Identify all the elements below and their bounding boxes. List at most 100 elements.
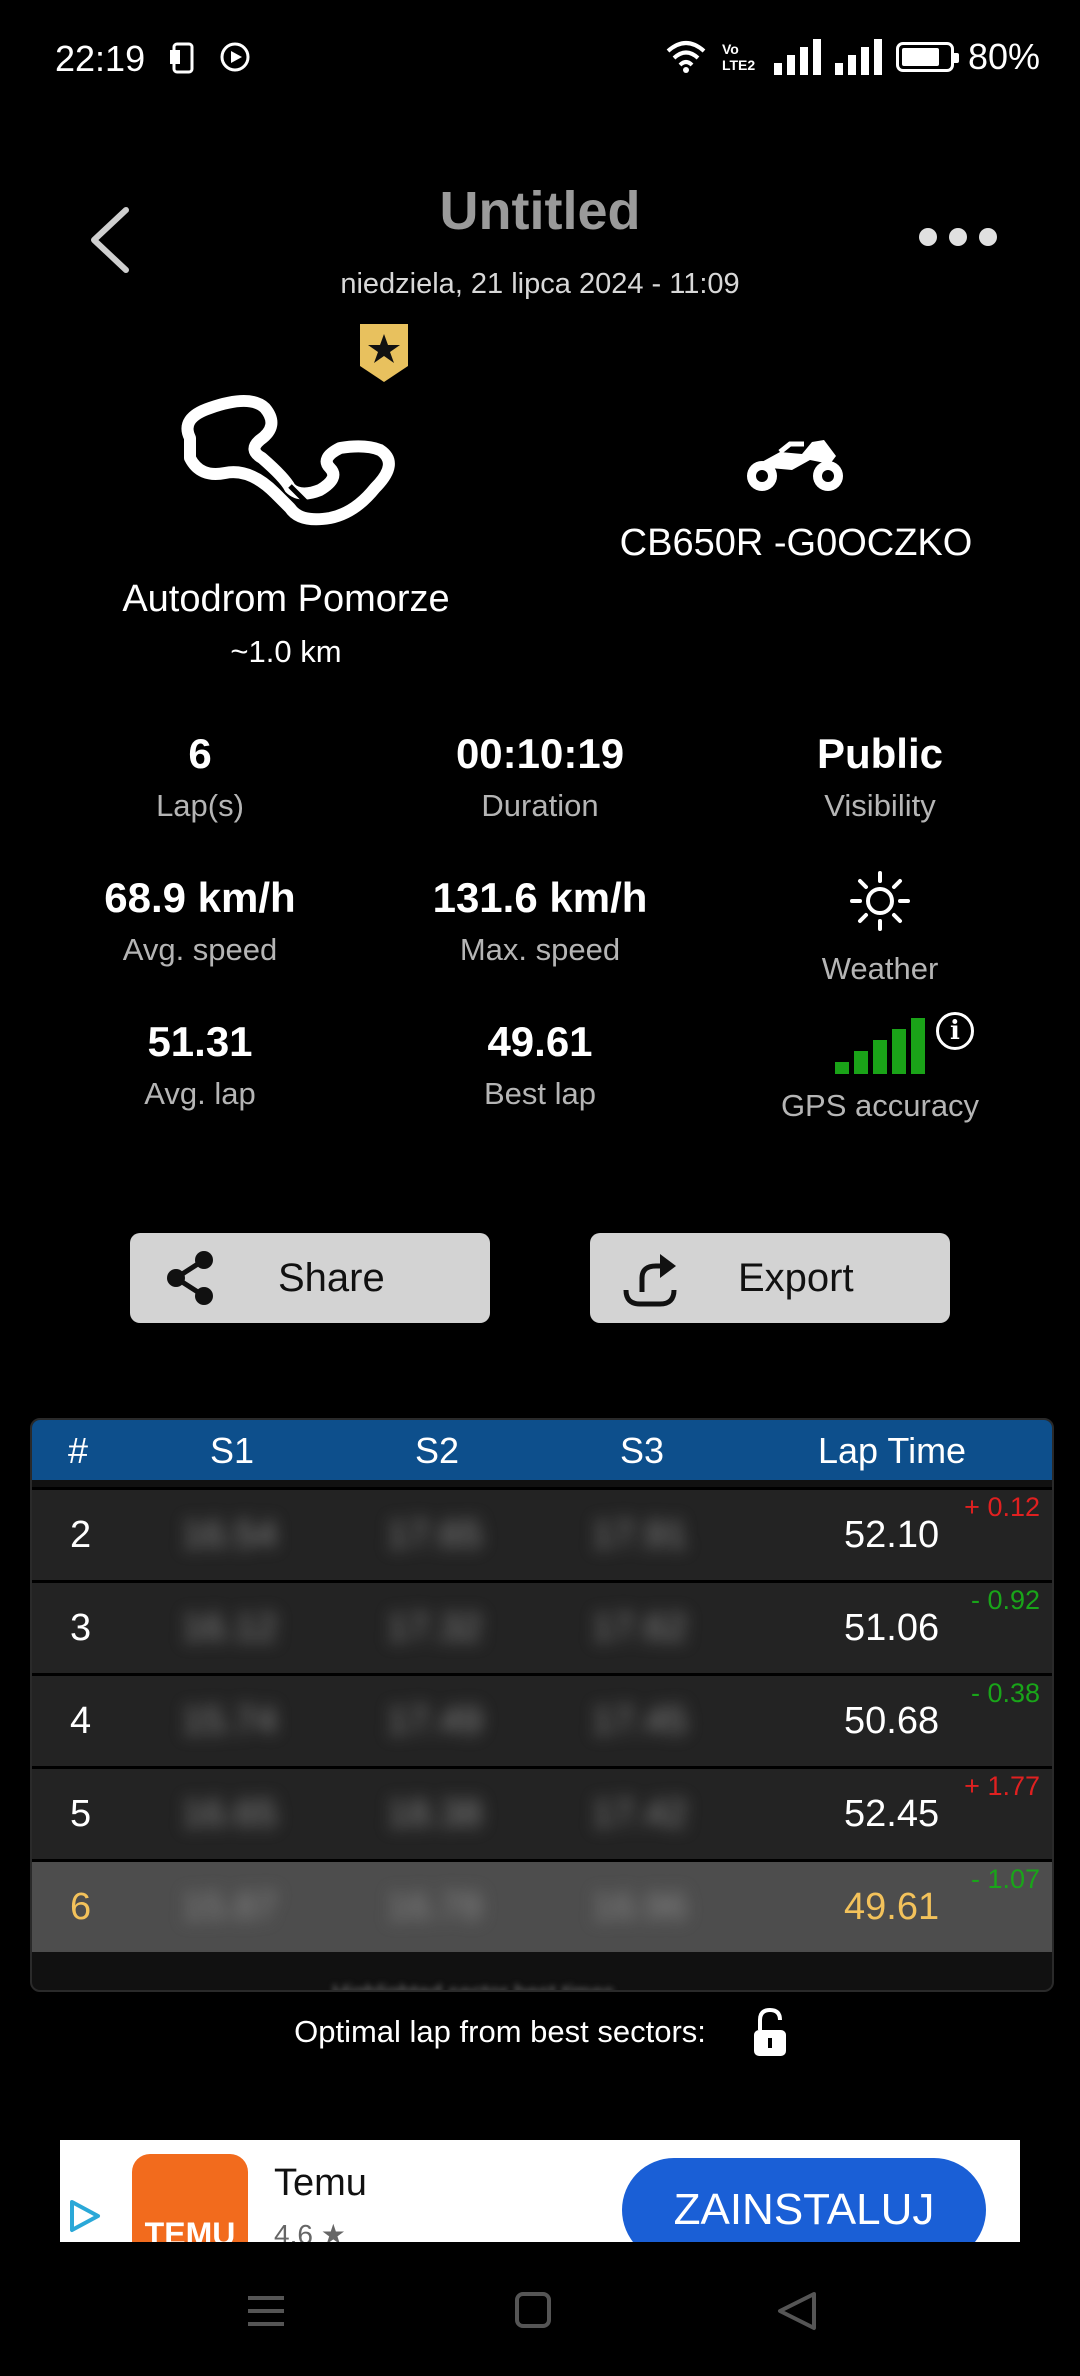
lap-number: 3	[70, 1607, 92, 1649]
home-nav-icon[interactable]	[515, 2292, 551, 2328]
menu-nav-icon[interactable]	[248, 2296, 284, 2326]
temu-logo: TEMU	[132, 2154, 248, 2242]
status-right: Vo LTE2 80%	[664, 36, 1040, 78]
motorcycle-icon	[747, 440, 843, 491]
phone-notification-icon	[170, 42, 194, 74]
back-nav-icon[interactable]	[778, 2292, 816, 2330]
max-speed-value: 131.6 km/h	[432, 874, 648, 921]
best-lap-value: 49.61	[487, 1018, 593, 1065]
header-lap: #	[68, 1430, 89, 1471]
table-row[interactable]: 2 16.54 17.65 17.91 52.10 + 0.12	[32, 1487, 1052, 1580]
sector-3: 17.42	[592, 1793, 688, 1835]
stat-visibility[interactable]: Public Visibility	[710, 730, 1050, 824]
gps-bar	[854, 1051, 868, 1074]
lap-delta: - 1.07	[970, 1864, 1040, 1894]
ad-choices-icon[interactable]	[64, 2196, 104, 2236]
visibility-value[interactable]: Public	[816, 730, 944, 777]
sector-2: 18.38	[387, 1793, 483, 1835]
stat-weather[interactable]: Weather	[710, 870, 1050, 987]
bike-name: CB650R -G0OCZKO	[619, 522, 973, 564]
avg-speed-value: 68.9 km/h	[104, 874, 296, 921]
more-options-icon[interactable]	[916, 225, 1000, 249]
sector-1: 16.12	[182, 1607, 278, 1649]
stat-duration: 00:10:19 Duration	[370, 730, 710, 824]
table-row[interactable]: 3 16.12 17.32 17.62 51.06 - 0.92	[32, 1580, 1052, 1673]
record-icon	[220, 42, 250, 72]
table-row-best[interactable]: 6 15.87 16.78 16.96 49.61 - 1.07	[32, 1859, 1052, 1952]
status-left-icons	[166, 40, 252, 76]
export-button[interactable]: Export	[590, 1233, 950, 1323]
unlock-icon[interactable]	[752, 2008, 788, 2058]
sector-3: 17.45	[592, 1700, 688, 1742]
navigation-bar	[248, 2292, 816, 2330]
sector-3: 17.62	[592, 1607, 688, 1649]
track-length: ~1.0 km	[230, 634, 342, 669]
sector-2: 17.32	[387, 1607, 483, 1649]
header-s3: S3	[620, 1430, 665, 1471]
table-row[interactable]: 5 16.65 18.38 17.42 52.45 + 1.77	[32, 1766, 1052, 1859]
lap-time: 49.61	[844, 1886, 940, 1928]
signal-1-icon	[773, 39, 821, 75]
stat-best-lap: 49.61 Best lap	[370, 1018, 710, 1112]
install-button[interactable]: ZAINSTALUJ	[622, 2158, 986, 2242]
track-name: Autodrom Pomorze	[122, 578, 450, 620]
sector-1: 15.74	[182, 1700, 278, 1742]
table-row[interactable]: 4 15.74 17.49 17.45 50.68 - 0.38	[32, 1673, 1052, 1766]
ad-rating: 4.6 ★	[274, 2219, 346, 2242]
best-lap-label: Best lap	[483, 1076, 596, 1111]
lap-table[interactable]: # S1 S2 S3 Lap Time 2 16.54 17.65 17.91 …	[30, 1418, 1054, 1992]
sun-icon[interactable]	[849, 870, 911, 932]
info-icon[interactable]: i	[936, 1012, 974, 1050]
duration-value: 00:10:19	[455, 730, 625, 777]
sector-1: 15.87	[182, 1886, 278, 1928]
lap-time: 50.68	[844, 1700, 940, 1742]
gps-bar	[911, 1018, 925, 1074]
laps-label: Lap(s)	[156, 788, 244, 823]
max-speed-label: Max. speed	[459, 932, 621, 967]
track-map-icon	[181, 395, 395, 526]
stat-laps: 6 Lap(s)	[30, 730, 370, 824]
stat-gps: GPS accuracy	[710, 1012, 1050, 1124]
sector-3: 16.96	[592, 1886, 688, 1928]
lap-time: 51.06	[844, 1607, 940, 1649]
export-label: Export	[738, 1255, 854, 1300]
avg-speed-label: Avg. speed	[122, 932, 278, 967]
gps-bar	[892, 1029, 906, 1074]
header-lap-time: Lap Time	[818, 1430, 967, 1471]
share-button[interactable]: Share	[130, 1233, 490, 1323]
optimal-lap-label: Optimal lap from best sectors:	[294, 2014, 706, 2049]
gps-label: GPS accuracy	[780, 1088, 980, 1123]
table-footnote: Highlighted sector best times	[332, 1980, 614, 1990]
export-icon	[623, 1254, 677, 1307]
volte-label: Vo LTE2	[721, 41, 756, 73]
stat-max-speed: 131.6 km/h Max. speed	[370, 874, 710, 968]
sector-3: 17.91	[592, 1514, 688, 1556]
share-label: Share	[278, 1255, 385, 1300]
weather-label: Weather	[821, 951, 939, 986]
gps-bar	[835, 1062, 849, 1074]
stat-avg-lap: 51.31 Avg. lap	[30, 1018, 370, 1112]
share-icon	[167, 1251, 213, 1305]
battery-icon	[895, 42, 959, 72]
avg-lap-value: 51.31	[147, 1018, 253, 1065]
page-title: Untitled	[439, 181, 641, 241]
sector-2: 17.65	[387, 1514, 483, 1556]
table-header: # S1 S2 S3 Lap Time	[32, 1420, 1052, 1480]
sector-2: 16.78	[387, 1886, 483, 1928]
visibility-label: Visibility	[824, 788, 936, 823]
lap-time: 52.10	[844, 1514, 940, 1556]
gps-bar	[873, 1040, 887, 1074]
signal-2-icon	[834, 39, 882, 75]
lap-delta: + 0.12	[964, 1492, 1040, 1522]
lap-number: 5	[70, 1793, 92, 1835]
session-date: niedziela, 21 lipca 2024 - 11:09	[340, 268, 740, 300]
ad-banner[interactable]: TEMU Temu 4.6 ★ ZAINSTALUJ	[60, 2140, 1020, 2242]
sector-1: 16.65	[182, 1793, 278, 1835]
gps-signal-icon	[835, 1012, 925, 1074]
back-icon[interactable]	[82, 200, 142, 280]
lap-delta: - 0.92	[970, 1585, 1040, 1615]
lap-number: 2	[70, 1514, 92, 1556]
favorite-badge-icon[interactable]	[358, 322, 410, 384]
lap-delta: - 0.38	[970, 1678, 1040, 1708]
status-bar: 22:19 Vo LTE2 80%	[0, 0, 1080, 120]
